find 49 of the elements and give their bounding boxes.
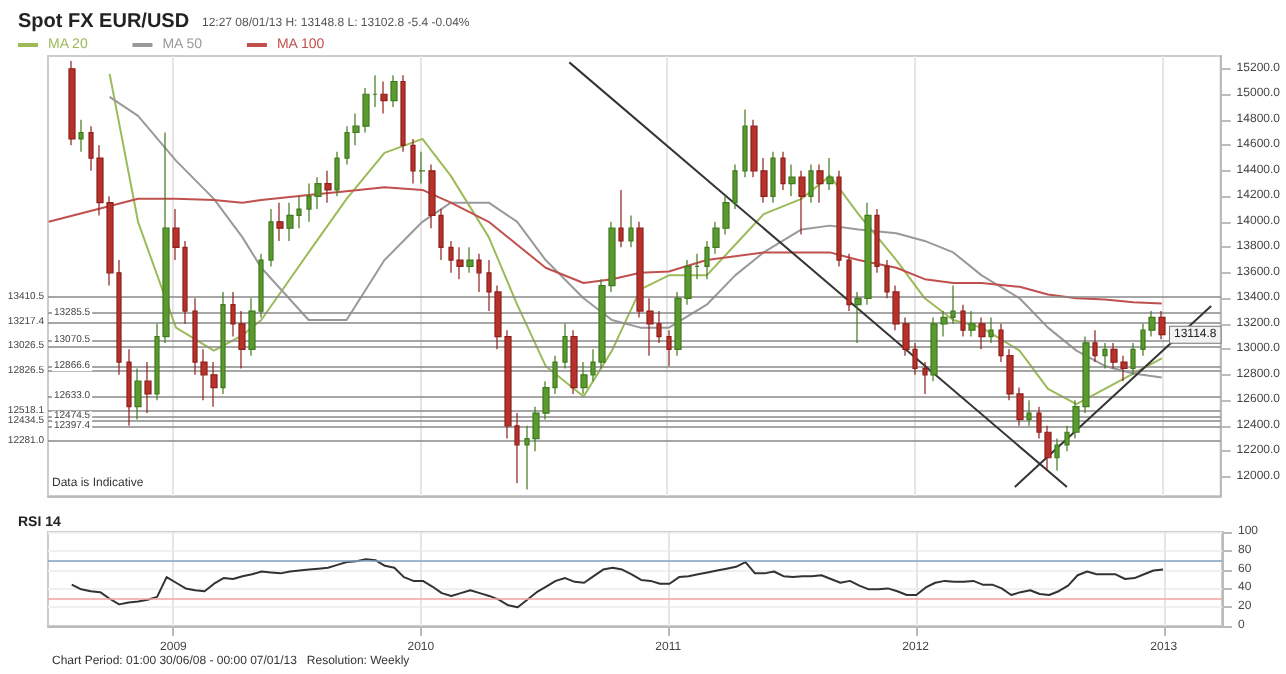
candlestick <box>1054 438 1060 472</box>
candlestick <box>456 246 464 280</box>
candlestick <box>666 329 672 367</box>
candlestick <box>788 163 796 197</box>
candlestick <box>410 138 416 185</box>
candlestick <box>988 316 994 344</box>
candlestick <box>562 323 568 370</box>
candlestick <box>268 208 274 268</box>
candlestick <box>570 329 578 395</box>
candlestick <box>922 361 928 395</box>
candlestick <box>808 163 814 204</box>
candlestick <box>1102 342 1108 370</box>
candlestick <box>390 74 398 108</box>
candlestick <box>466 246 474 274</box>
candlestick <box>220 291 226 395</box>
candlestick <box>816 163 824 204</box>
candlestick <box>978 316 986 350</box>
candlestick <box>846 253 852 312</box>
candlestick <box>380 80 388 114</box>
candlestick <box>126 348 132 427</box>
candlestick <box>1130 342 1136 376</box>
candlestick <box>628 214 634 248</box>
candlestick <box>276 202 284 242</box>
candlestick <box>68 60 76 146</box>
candlestick <box>798 170 806 236</box>
candlestick <box>836 170 842 268</box>
candlestick <box>78 119 84 153</box>
candlestick <box>1158 310 1166 340</box>
candlestick <box>1092 329 1098 363</box>
line-series <box>70 558 1165 609</box>
candlestick <box>770 151 776 204</box>
candlestick <box>334 151 340 197</box>
candlestick <box>324 170 332 204</box>
candlestick <box>968 310 976 338</box>
candlestick <box>742 108 748 178</box>
candlestick <box>1026 399 1032 427</box>
candlestick <box>874 208 880 274</box>
candlestick <box>418 151 426 185</box>
candlestick <box>960 304 966 338</box>
candlestick <box>476 253 482 293</box>
candlestick <box>144 361 152 414</box>
candlestick <box>134 367 142 421</box>
candlestick <box>826 157 834 191</box>
candlestick <box>286 202 294 242</box>
candlestick <box>780 151 786 191</box>
candlestick <box>618 189 624 248</box>
line-series <box>47 186 1163 305</box>
candlestick <box>400 74 406 153</box>
chart-title: Spot FX EUR/USD <box>18 11 190 33</box>
